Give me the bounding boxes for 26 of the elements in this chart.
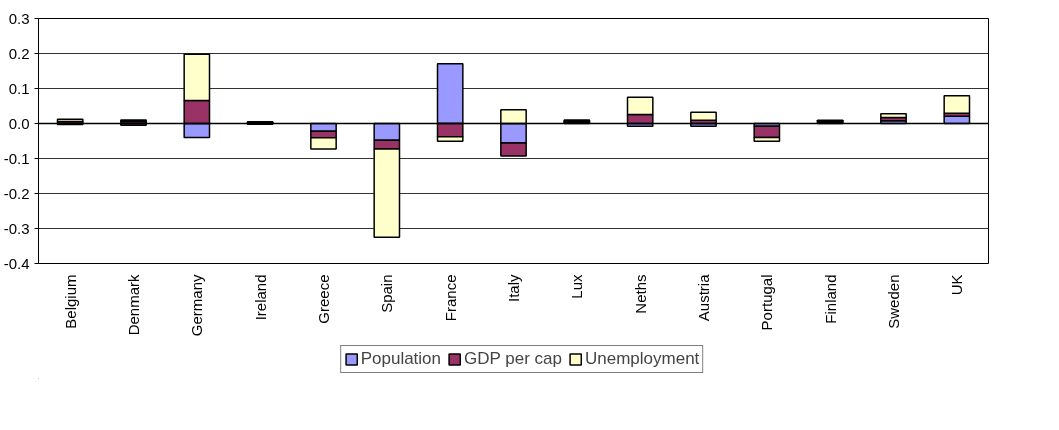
- x-tick-label: Portugal: [758, 274, 776, 331]
- y-tick-label: -0.2: [3, 184, 30, 202]
- x-tick-label: Germany: [188, 274, 206, 337]
- legend-label: Unemployment: [584, 349, 700, 369]
- x-tick-label: Finland: [821, 274, 839, 324]
- legend-label: Population: [360, 349, 442, 369]
- x-tick-label: Denmark: [125, 274, 142, 336]
- x-tick-label: Lux: [568, 274, 586, 299]
- y-tick-label: 0.1: [8, 79, 30, 97]
- x-tick-label: Austria: [695, 273, 712, 322]
- y-tick-label: -0.1: [3, 149, 30, 167]
- x-tick-label: Sweden: [885, 274, 902, 329]
- x-tick-label: France: [441, 274, 459, 322]
- x-tick-label: Italy: [505, 274, 522, 303]
- x-tick-label: Spain: [378, 274, 396, 313]
- x-tick-label: Greece: [315, 274, 332, 324]
- x-tick-label: Belgium: [61, 274, 79, 329]
- y-tick-label: -0.4: [3, 254, 30, 272]
- legend-label: GDP per cap: [464, 349, 562, 369]
- x-tick-label: Ireland: [251, 274, 269, 321]
- y-tick-label: 0.0: [8, 114, 30, 132]
- x-tick-label: UK: [948, 274, 966, 296]
- y-tick-label: 0.3: [8, 9, 30, 27]
- y-tick-label: 0.2: [8, 44, 30, 62]
- x-tick-label: Neths: [631, 274, 649, 314]
- y-tick-label: -0.3: [3, 219, 30, 237]
